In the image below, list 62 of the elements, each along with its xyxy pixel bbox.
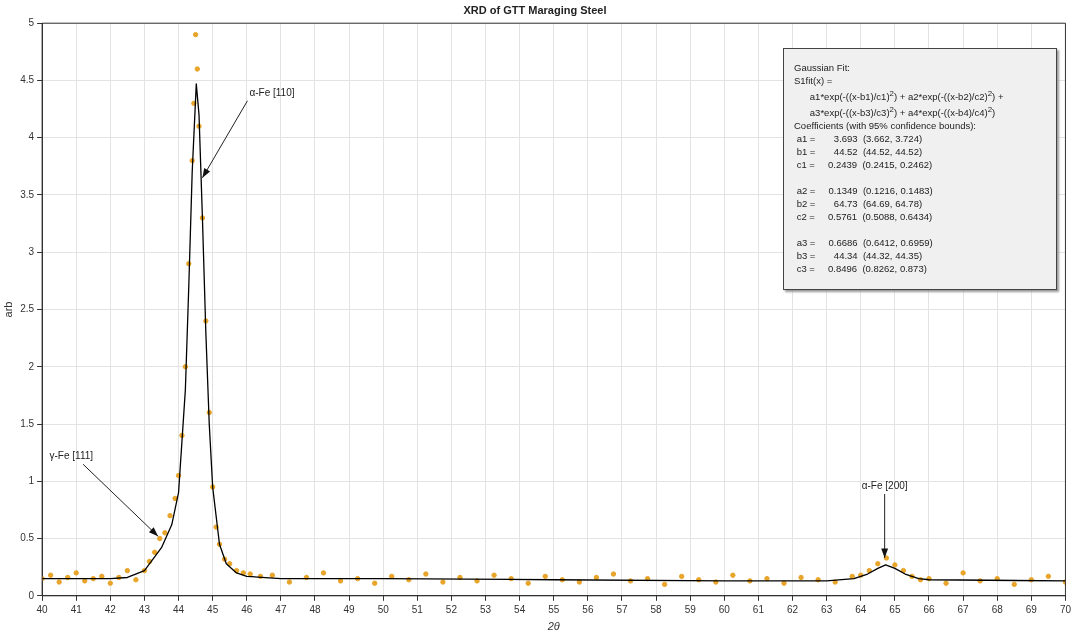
annotation: γ-Fe [111] [49,450,94,461]
chart-title: XRD of GTT Maraging Steel [463,3,607,16]
y-tick-label: 3 [28,245,35,257]
y-tick-label: 0.5 [20,532,35,544]
x-tick-label: 65 [889,603,901,615]
annotation: c3 = 0.8496 (0.8262, 0.873) [795,262,928,276]
annotation: b2 = 64.73 (64.69, 64.78) [795,197,924,211]
x-tick-label: 47 [275,603,287,615]
x-tick-label: 60 [718,603,731,615]
x-tick-label: 66 [923,603,935,615]
annotation: b1 = 44.52 (44.52, 44.52) [795,145,924,159]
y-tick-label: 2 [28,360,35,372]
x-tick-label: 59 [684,603,697,615]
x-tick-label: 62 [786,603,799,615]
annotation: a2 = 0.1349 (0.1216, 0.1483) [795,184,934,198]
x-tick-label: 64 [855,603,867,615]
y-tick-label: 5 [28,16,35,28]
x-tick-label: 69 [1025,603,1038,615]
annotation: c1 = 0.2439 (0.2415, 0.2462) [795,158,934,172]
x-tick-label: 57 [616,603,628,615]
x-tick-label: 56 [582,603,594,615]
x-tick-label: 54 [514,603,526,615]
y-tick-label: 1 [28,475,35,487]
x-tick-label: 46 [241,603,253,615]
x-tick-label: 53 [479,603,492,615]
annotation: a3 = 0.6686 (0.6412, 0.6959) [795,236,934,250]
annotation: α-Fe [200] [861,479,908,491]
annotation: a1*exp(-((x-b1)/c1)$^{2}$) + a2*exp(-((x-b2)/c2)$^{2}$) + [808,88,1005,104]
x-tick-label: 51 [411,603,424,615]
annotation: a1 = 3.693 (3.662, 3.724) [795,132,924,146]
annotation: α-Fe [110] [249,86,295,98]
y-tick-label: 4.5 [20,74,35,86]
x-tick-label: 70 [1059,603,1072,615]
x-tick-label: 45 [207,603,219,615]
x-tick-label: 52 [445,603,458,615]
y-tick-label: 0 [28,589,35,601]
annotation: Gaussian Fit: [794,61,851,74]
x-tick-label: 58 [650,603,663,615]
x-axis-title: 2θ [546,620,560,633]
y-tick-label: 3.5 [20,188,35,200]
x-tick-label: 48 [309,603,321,615]
x-tick-label: 63 [821,603,833,615]
annotation: c2 = 0.5761 (0.5088, 0.6434) [795,210,934,224]
x-tick-label: 55 [548,603,560,615]
x-tick-label: 44 [172,603,185,615]
x-tick-label: 50 [377,603,390,615]
y-axis-title: arb [1,301,14,318]
annotation: Coefficients (with 95% confidence bounds): [794,119,977,133]
annotation: b3 = 44.34 (44.32, 44.35) [795,249,924,263]
x-tick-label: 61 [752,603,765,615]
y-tick-label: 4 [28,131,35,143]
annotation: a3*exp(-((x-b3)/c3)$^{2}$) + a4*exp(-((x-b4)/c4)$^{2}$) [808,104,997,120]
x-tick-label: 41 [70,603,83,615]
annotation: S1fit(x) = [794,74,834,87]
x-tick-label: 42 [104,603,117,615]
x-tick-label: 68 [991,603,1004,615]
x-tick-label: 40 [36,603,49,615]
y-tick-label: 2.5 [20,303,35,315]
x-tick-label: 43 [138,603,151,615]
x-tick-label: 67 [957,603,970,615]
x-tick-label: 49 [343,603,356,615]
y-tick-label: 1.5 [20,417,35,429]
